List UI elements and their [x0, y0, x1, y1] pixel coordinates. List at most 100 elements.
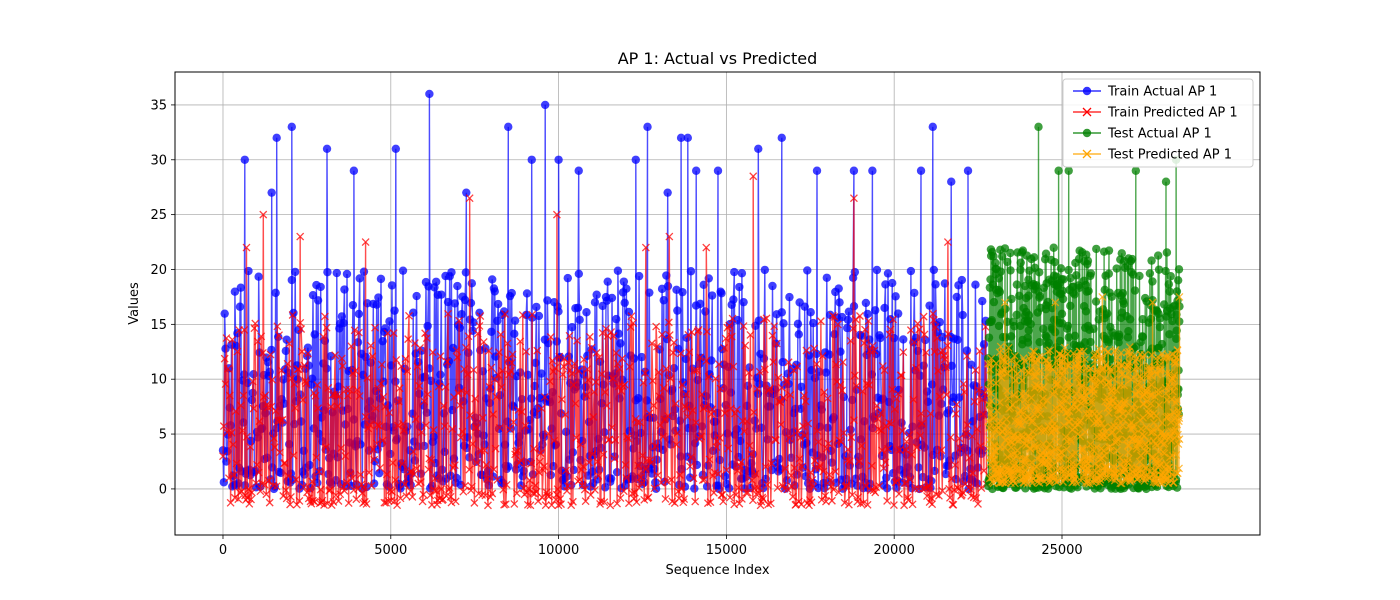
data-point — [335, 391, 344, 400]
data-point — [665, 331, 674, 340]
data-point — [729, 295, 738, 304]
data-point — [265, 498, 274, 507]
data-point — [259, 210, 268, 219]
data-point — [709, 488, 718, 497]
data-point — [365, 468, 374, 477]
data-point — [581, 497, 590, 506]
y-tick-label: 30 — [150, 153, 167, 168]
data-point — [393, 421, 402, 430]
data-point — [595, 353, 604, 362]
data-point — [518, 311, 527, 319]
data-point — [778, 357, 787, 367]
data-point — [569, 381, 578, 389]
data-point — [643, 122, 652, 132]
data-point — [244, 266, 253, 276]
data-point — [308, 477, 317, 486]
data-point — [239, 391, 248, 400]
data-point — [273, 322, 282, 331]
data-point — [516, 337, 525, 346]
data-point — [768, 331, 777, 340]
data-point — [740, 427, 749, 436]
data-point — [322, 323, 331, 332]
data-point — [374, 293, 383, 302]
data-point — [464, 332, 473, 341]
data-point — [318, 496, 327, 505]
legend-marker — [1082, 128, 1092, 138]
data-point — [1124, 326, 1133, 336]
data-point — [423, 321, 432, 331]
data-point — [837, 437, 846, 446]
data-point — [361, 412, 370, 421]
data-point — [1063, 321, 1073, 331]
data-point — [1006, 332, 1016, 341]
data-point — [622, 474, 631, 482]
data-point — [707, 291, 717, 300]
data-point — [575, 475, 584, 484]
data-point — [506, 425, 515, 434]
data-point — [565, 331, 574, 340]
data-point — [692, 366, 701, 375]
data-point — [504, 122, 513, 132]
data-point — [733, 466, 742, 475]
data-point — [815, 464, 824, 473]
data-point — [574, 269, 584, 278]
data-point — [996, 267, 1005, 276]
data-point — [378, 336, 387, 346]
data-point — [806, 308, 815, 317]
data-point — [585, 458, 593, 467]
data-point — [492, 392, 501, 401]
data-point — [344, 499, 353, 508]
data-point — [651, 442, 660, 451]
data-point — [871, 306, 880, 315]
data-point — [381, 402, 390, 411]
data-point — [295, 496, 304, 505]
data-point — [517, 407, 526, 416]
data-point — [375, 422, 384, 431]
data-point — [313, 296, 323, 305]
data-point — [1153, 251, 1163, 260]
data-point — [510, 329, 519, 338]
data-point — [412, 291, 421, 301]
data-point — [388, 458, 397, 467]
data-point — [443, 297, 453, 307]
data-point — [800, 302, 809, 311]
data-point — [812, 166, 822, 175]
data-point — [642, 456, 651, 465]
data-point — [500, 500, 509, 509]
data-point — [482, 460, 491, 469]
data-point — [484, 501, 492, 510]
data-point — [461, 343, 470, 352]
data-point — [794, 330, 803, 339]
data-point — [809, 482, 818, 491]
data-point — [807, 498, 816, 507]
data-point — [658, 330, 667, 339]
data-point — [488, 275, 497, 284]
data-point — [602, 401, 611, 410]
data-point — [906, 266, 916, 276]
data-point — [702, 482, 712, 491]
data-point — [434, 382, 443, 391]
data-point — [683, 412, 692, 421]
data-point — [839, 428, 848, 437]
data-point — [419, 490, 428, 499]
data-point — [696, 299, 705, 309]
data-point — [760, 265, 770, 275]
data-point — [339, 318, 348, 328]
data-point — [910, 288, 919, 298]
data-point — [800, 431, 809, 440]
data-point — [1035, 337, 1044, 347]
data-point — [688, 406, 697, 415]
data-point — [246, 442, 255, 451]
data-point — [540, 100, 550, 110]
data-point — [546, 333, 555, 341]
data-point — [546, 377, 554, 386]
data-point — [796, 404, 805, 413]
data-point — [737, 458, 746, 467]
data-point — [507, 288, 516, 298]
data-point — [754, 144, 763, 154]
data-point — [472, 423, 481, 432]
data-point — [509, 418, 518, 427]
data-point — [340, 486, 349, 495]
data-point — [1086, 337, 1095, 347]
data-point — [227, 428, 236, 437]
